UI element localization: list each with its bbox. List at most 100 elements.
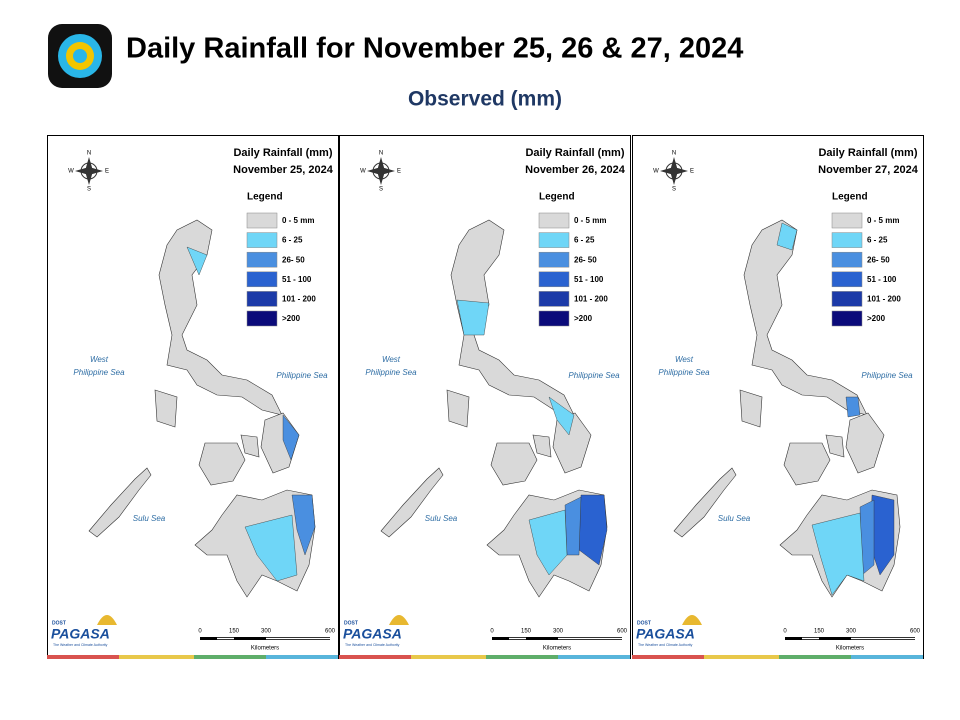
logo-tagline: The Weather and Climate Authority xyxy=(53,643,108,647)
legend-label: 26- 50 xyxy=(282,255,305,264)
land xyxy=(845,412,885,474)
compass-e: E xyxy=(397,169,401,175)
rain-area xyxy=(811,512,865,596)
compass-e: E xyxy=(105,169,109,175)
legend-label: >200 xyxy=(867,314,886,323)
scale-bar xyxy=(200,637,330,640)
land xyxy=(154,389,178,428)
compass-s: S xyxy=(379,187,383,193)
legend-swatch xyxy=(538,251,570,268)
legend-label: 0 - 5 mm xyxy=(574,216,606,225)
scale-label: 300 xyxy=(846,629,857,635)
land xyxy=(673,467,737,538)
logo-top: DOST xyxy=(637,620,651,626)
rain-area xyxy=(528,509,568,576)
legend-swatch xyxy=(246,212,278,229)
compass-w: W xyxy=(360,169,366,175)
land xyxy=(825,434,845,458)
sea-label: Philippine Sea xyxy=(365,368,417,377)
land xyxy=(783,442,831,486)
legend-title: Legend xyxy=(247,192,283,203)
rain-area xyxy=(564,496,582,556)
logo-top: DOST xyxy=(52,620,66,626)
scale-label: 600 xyxy=(617,629,628,635)
sea-label: Philippine Sea xyxy=(73,368,125,377)
scale-bar-seg xyxy=(851,637,915,640)
logo-umbrella xyxy=(389,615,409,625)
panel-heading: Daily Rainfall (mm) xyxy=(525,147,624,159)
footer-band xyxy=(266,655,338,659)
panel-heading: Daily Rainfall (mm) xyxy=(818,147,917,159)
land xyxy=(380,467,444,538)
scale-bar-seg xyxy=(802,637,819,640)
scale-bar xyxy=(785,637,915,640)
sea-label: Sulu Sea xyxy=(425,514,458,523)
legend-swatch xyxy=(831,291,863,307)
footer-band xyxy=(558,655,630,659)
logo-name: PAGASA xyxy=(636,626,695,642)
compass-w: W xyxy=(653,169,659,175)
legend-swatch xyxy=(246,310,278,327)
rain-area xyxy=(282,414,300,461)
legend-label: >200 xyxy=(282,314,301,323)
scale-unit: Kilometers xyxy=(251,646,279,652)
legend-swatch xyxy=(831,212,863,229)
legend-title: Legend xyxy=(539,192,575,203)
rain-area xyxy=(186,246,208,276)
scale-label: 600 xyxy=(910,629,921,635)
scale-label: 300 xyxy=(261,629,272,635)
scale-label: 150 xyxy=(814,629,825,635)
compass-n: N xyxy=(87,151,91,157)
compass-e: E xyxy=(690,169,694,175)
legend-label: 101 - 200 xyxy=(574,295,608,304)
compass-ring xyxy=(665,162,683,180)
footer-band xyxy=(851,655,923,659)
scale-bar-seg xyxy=(558,637,622,640)
scale-unit: Kilometers xyxy=(543,646,571,652)
legend-swatch xyxy=(831,271,863,288)
logo-umbrella xyxy=(682,615,702,625)
compass-n: N xyxy=(672,151,676,157)
land xyxy=(552,412,592,474)
sea-label: West xyxy=(382,355,401,364)
scale-unit: Kilometers xyxy=(836,646,864,652)
rain-area xyxy=(548,396,575,436)
legend-label: 6 - 25 xyxy=(574,236,595,245)
panel-date: November 26, 2024 xyxy=(525,164,626,176)
legend-swatch xyxy=(538,271,570,288)
legend-label: 6 - 25 xyxy=(867,236,888,245)
map-panel: N E S W Daily Rainfall (mm) November 27, 2024… xyxy=(632,135,924,659)
legend-swatch xyxy=(831,232,863,248)
legend-swatch xyxy=(246,271,278,288)
footer-band xyxy=(411,655,486,659)
sea-label: West xyxy=(90,355,109,364)
legend-label: 0 - 5 mm xyxy=(867,216,899,225)
legend-label: 101 - 200 xyxy=(282,295,316,304)
scale-label: 0 xyxy=(490,629,494,635)
logo-tagline: The Weather and Climate Authority xyxy=(638,643,693,647)
logo-name: PAGASA xyxy=(51,626,110,642)
legend-label: 51 - 100 xyxy=(574,275,604,284)
logo-top: DOST xyxy=(344,620,358,626)
land xyxy=(198,442,246,486)
rain-area xyxy=(456,299,490,336)
subtitle: Observed (mm) xyxy=(408,88,562,111)
legend-swatch xyxy=(538,232,570,248)
logo-umbrella xyxy=(97,615,117,625)
legend-swatch xyxy=(246,251,278,268)
panel-date: November 27, 2024 xyxy=(818,164,919,176)
legend-swatch xyxy=(831,251,863,268)
scale-bar-seg xyxy=(217,637,234,640)
scale-bar-seg xyxy=(266,637,330,640)
map-panel: N E S W Daily Rainfall (mm) November 25, 2024… xyxy=(47,135,339,659)
compass-s: S xyxy=(87,187,91,193)
legend-label: 0 - 5 mm xyxy=(282,216,314,225)
sea-label: Sulu Sea xyxy=(133,514,166,523)
legend-label: 101 - 200 xyxy=(867,295,901,304)
scale-label: 150 xyxy=(229,629,240,635)
footer-band xyxy=(779,655,851,659)
legend-label: >200 xyxy=(574,314,593,323)
scale-label: 300 xyxy=(553,629,564,635)
sea-label: West xyxy=(675,355,694,364)
footer-band xyxy=(119,655,194,659)
